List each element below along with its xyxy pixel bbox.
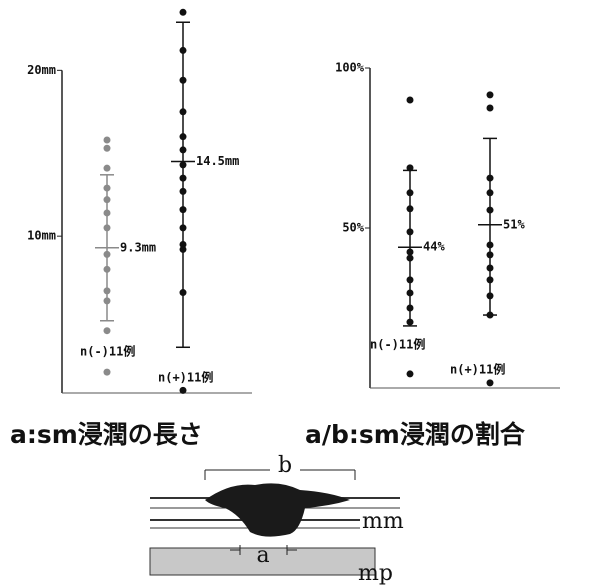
chart-title: a:sm浸潤の長さ: [10, 420, 203, 449]
data-point: [180, 289, 187, 296]
data-point: [104, 297, 111, 304]
data-point: [180, 387, 187, 394]
data-point: [180, 246, 187, 253]
data-point: [487, 207, 494, 214]
data-point: [104, 196, 111, 203]
diagram: b mm a mp: [150, 453, 404, 585]
data-point: [180, 47, 187, 54]
data-point: [180, 146, 187, 153]
data-point: [180, 188, 187, 195]
data-point: [407, 164, 414, 171]
data-point: [487, 312, 494, 319]
diagram-label: a: [256, 543, 269, 568]
data-point: [180, 133, 187, 140]
data-point: [487, 91, 494, 98]
data-point: [407, 319, 414, 326]
data-point: [487, 276, 494, 283]
data-point: [180, 206, 187, 213]
data-point: [180, 77, 187, 84]
series-label: n(-)11例: [80, 344, 135, 359]
data-point: [104, 165, 111, 172]
diagram-label: mm: [362, 509, 404, 534]
mean-label: 14.5mm: [196, 154, 239, 168]
mean-label: 44%: [423, 240, 445, 254]
diagram-label: b: [278, 453, 292, 478]
data-point: [407, 305, 414, 312]
data-point: [407, 97, 414, 104]
data-point: [487, 379, 494, 386]
data-point: [180, 224, 187, 231]
y-tick-label: 20mm: [27, 63, 56, 77]
data-point: [487, 265, 494, 272]
data-point: [407, 249, 414, 256]
series-label: n(+)11例: [450, 362, 505, 377]
diagram-label: mp: [358, 561, 393, 585]
series-label: n(+)11例: [158, 370, 213, 385]
data-point: [487, 251, 494, 258]
data-point: [407, 289, 414, 296]
mean-label: 9.3mm: [120, 240, 156, 254]
data-point: [180, 9, 187, 16]
y-tick-label: 10mm: [27, 229, 56, 243]
data-point: [407, 370, 414, 377]
data-point: [104, 251, 111, 258]
data-point: [487, 175, 494, 182]
data-point: [407, 255, 414, 262]
data-point: [104, 224, 111, 231]
data-point: [407, 228, 414, 235]
data-point: [487, 105, 494, 112]
data-point: [407, 205, 414, 212]
data-point: [104, 287, 111, 294]
data-point: [180, 175, 187, 182]
series-label: n(-)11例: [370, 337, 425, 352]
data-point: [487, 189, 494, 196]
data-point: [104, 185, 111, 192]
data-point: [104, 136, 111, 143]
data-point: [407, 276, 414, 283]
mean-label: 51%: [503, 217, 525, 231]
chart-title: a/b:sm浸潤の割合: [305, 420, 526, 449]
data-point: [104, 327, 111, 334]
data-point: [104, 145, 111, 152]
y-tick-label: 50%: [342, 221, 364, 235]
data-point: [407, 189, 414, 196]
data-point: [104, 266, 111, 273]
data-point: [180, 108, 187, 115]
data-point: [487, 292, 494, 299]
figure: b mm a mp 10mm 20mm 9.3mm n(-)11例 14.5mm n(+)…: [0, 0, 594, 585]
data-point: [104, 369, 111, 376]
tumor: [205, 483, 350, 536]
y-tick-label: 100%: [335, 61, 365, 75]
data-point: [104, 209, 111, 216]
data-point: [180, 161, 187, 168]
data-point: [487, 241, 494, 248]
